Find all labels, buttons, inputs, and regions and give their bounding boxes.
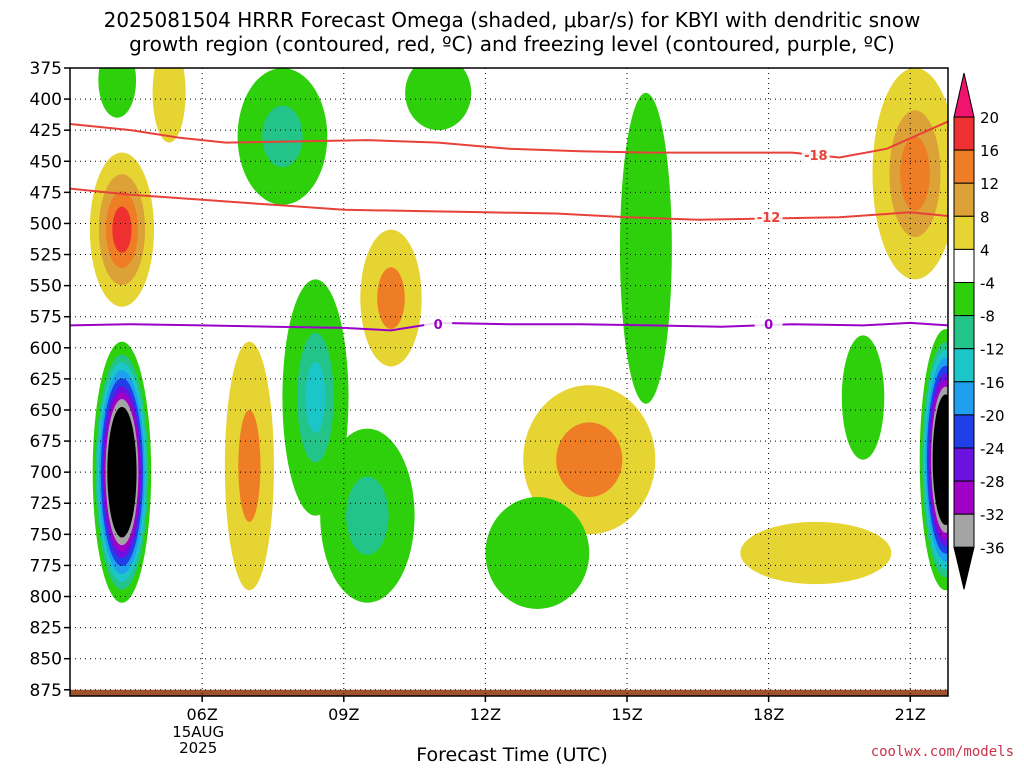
x-tick-year: 2025 — [179, 739, 217, 757]
colorbar-label: 4 — [980, 241, 990, 259]
contour-label: -18 — [804, 149, 828, 164]
colorbar-bin — [953, 447, 975, 482]
colorbar-label: -24 — [980, 440, 1005, 458]
x-tick-label: 21Z — [895, 705, 926, 724]
x-tick-label: 12Z — [470, 705, 501, 724]
contour-label: -12 — [757, 211, 781, 226]
x-axis-label: Forecast Time (UTC) — [416, 744, 608, 766]
colorbar-label: 20 — [980, 109, 999, 127]
contour-label-bg — [801, 147, 830, 163]
temperature-contours: -18 -12 0 0 — [70, 120, 948, 333]
colorbar-bin — [953, 480, 975, 515]
colorbar-bottom-arrow — [953, 546, 975, 590]
colorbar-label: -4 — [980, 275, 995, 293]
colorbar-label: -12 — [980, 341, 1005, 359]
omega-cell-15-level-0 — [152, 68, 186, 143]
colorbar: 20 16 12 8 4 -4 -8 -12 -16 -20 -24 -28 -32 -36 — [953, 72, 1005, 590]
y-tick-label: 850 — [30, 650, 62, 670]
colorbar-bin — [953, 149, 975, 184]
colorbar-bin — [953, 182, 975, 217]
y-tick-label: 700 — [30, 463, 62, 483]
y-tick-label: 600 — [30, 339, 62, 359]
chart-title-line2: growth region (contoured, red, ºC) and f… — [129, 32, 895, 56]
colorbar-label: -28 — [980, 473, 1005, 491]
colorbar-bin — [953, 215, 975, 250]
y-tick-label: 650 — [30, 401, 62, 421]
contour-line-2 — [70, 321, 948, 332]
y-tick-label: 425 — [30, 121, 62, 141]
omega-cell-7-level-2 — [900, 136, 930, 211]
y-tick-label: 450 — [30, 152, 62, 172]
x-tick-label: 06Z — [187, 705, 218, 724]
omega-cell-8-level-2 — [305, 362, 326, 433]
omega-shading — [70, 68, 948, 696]
colorbar-label: 8 — [980, 208, 990, 226]
y-tick-label: 525 — [30, 246, 62, 266]
omega-cell-12-level-0 — [485, 497, 590, 609]
omega-cell-1-level-8 — [932, 394, 948, 525]
y-tick-label: 750 — [30, 525, 62, 545]
contour-label: 0 — [434, 318, 443, 333]
contour-label-bg — [754, 316, 783, 332]
y-tick-label: 500 — [30, 214, 62, 234]
y-tick-label: 550 — [30, 277, 62, 297]
omega-cell-13-level-0 — [841, 335, 885, 460]
y-tick-label: 725 — [30, 494, 62, 514]
plot-axes: 375 400 425 450 475 500 525 550 575 600 625 650 675 7… — [30, 59, 949, 757]
y-tick-label: 675 — [30, 432, 62, 452]
colorbar-label: 16 — [980, 142, 999, 160]
colorbar-bin — [953, 315, 975, 350]
y-tick-label: 625 — [30, 370, 62, 390]
plot-frame — [69, 67, 949, 697]
contour-label: 0 — [764, 318, 773, 333]
omega-cell-0-level-8 — [107, 406, 137, 538]
omega-cell-11-level-0 — [619, 92, 672, 404]
site-credit: coolwx.com/models — [870, 744, 1014, 760]
omega-cell-6-level-0 — [740, 521, 892, 585]
y-tick-label: 475 — [30, 183, 62, 203]
y-tick-label: 825 — [30, 619, 62, 639]
contour-label-bg — [424, 316, 453, 332]
chart-title: 2025081504 HRRR Forecast Omega (shaded, … — [0, 8, 1024, 56]
colorbar-label: -36 — [980, 539, 1005, 557]
x-tick-label: 18Z — [753, 705, 784, 724]
colorbar-bin — [953, 248, 975, 283]
contour-label-bg — [754, 209, 783, 225]
omega-cell-16-level-0 — [98, 68, 137, 118]
x-tick-date: 15AUG — [172, 723, 224, 741]
colorbar-bin — [953, 414, 975, 449]
y-tick-label: 800 — [30, 588, 62, 608]
omega-cell-9-level-1 — [346, 476, 389, 555]
y-tick-label: 400 — [30, 90, 62, 110]
colorbar-label: -8 — [980, 308, 995, 326]
colorbar-bin — [953, 282, 975, 317]
contour-line-1 — [70, 187, 948, 221]
colorbar-bin — [953, 513, 975, 548]
omega-cell-14-level-0 — [405, 68, 472, 131]
chart-title-line1: 2025081504 HRRR Forecast Omega (shaded, … — [103, 8, 921, 32]
y-tick-label: 575 — [30, 308, 62, 328]
colorbar-top-arrow — [953, 72, 975, 118]
colorbar-bin — [953, 381, 975, 416]
omega-cell-2-level-3 — [112, 206, 132, 253]
colorbar-bin — [953, 348, 975, 383]
y-tick-label: 875 — [30, 681, 62, 701]
colorbar-label: -32 — [980, 506, 1005, 524]
x-tick-label: 15Z — [611, 705, 642, 724]
y-tick-label: 775 — [30, 556, 62, 576]
colorbar-label: 12 — [980, 175, 999, 193]
x-tick-label: 09Z — [328, 705, 359, 724]
colorbar-label: -20 — [980, 407, 1005, 425]
y-tick-label: 375 — [30, 59, 62, 79]
omega-cell-5-level-1 — [556, 422, 623, 498]
colorbar-bin — [953, 116, 975, 151]
omega-cell-4-level-1 — [377, 267, 405, 329]
ground-strip — [70, 689, 948, 696]
omega-cell-10-level-1 — [262, 105, 303, 168]
colorbar-label: -16 — [980, 374, 1005, 392]
omega-cell-3-level-1 — [238, 409, 261, 522]
